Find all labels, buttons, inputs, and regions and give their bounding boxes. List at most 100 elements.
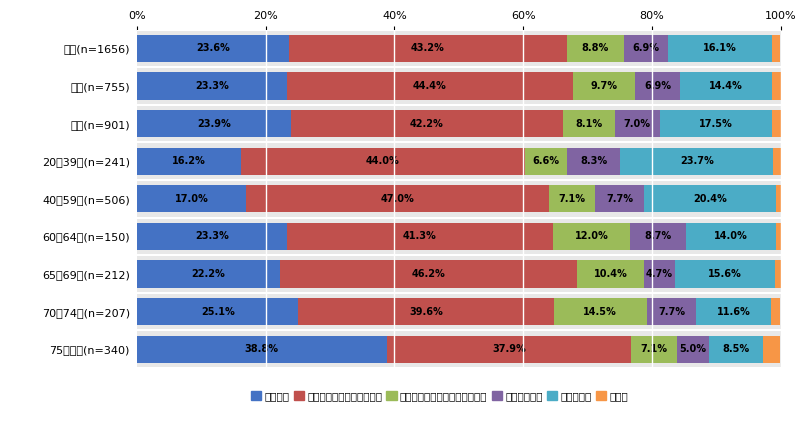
Bar xyxy=(567,35,624,62)
Text: 23.3%: 23.3% xyxy=(195,231,229,242)
Bar xyxy=(287,223,553,250)
Bar xyxy=(696,298,771,325)
Bar xyxy=(137,148,242,175)
Text: 22.2%: 22.2% xyxy=(192,269,225,279)
Bar xyxy=(676,336,708,363)
Bar xyxy=(675,261,775,288)
Bar xyxy=(773,72,781,99)
Text: 14.0%: 14.0% xyxy=(714,231,748,242)
Bar xyxy=(631,336,676,363)
Text: 8.3%: 8.3% xyxy=(580,156,607,166)
Text: 47.0%: 47.0% xyxy=(381,194,415,204)
Bar xyxy=(137,35,289,62)
Bar xyxy=(775,261,781,288)
Text: 17.5%: 17.5% xyxy=(700,118,733,129)
Bar xyxy=(668,35,772,62)
Bar xyxy=(287,72,573,99)
Bar xyxy=(525,148,567,175)
Bar xyxy=(615,110,660,137)
Text: 10.4%: 10.4% xyxy=(594,269,628,279)
Bar xyxy=(137,185,246,212)
Text: 20.4%: 20.4% xyxy=(693,194,727,204)
Text: 5.0%: 5.0% xyxy=(679,344,706,354)
Text: 43.2%: 43.2% xyxy=(411,44,445,53)
Bar xyxy=(246,185,549,212)
Text: 23.7%: 23.7% xyxy=(680,156,714,166)
Text: 12.0%: 12.0% xyxy=(575,231,609,242)
Text: 11.6%: 11.6% xyxy=(717,307,751,316)
Bar xyxy=(553,223,630,250)
Text: 8.8%: 8.8% xyxy=(582,44,609,53)
Text: 6.9%: 6.9% xyxy=(633,44,659,53)
Bar xyxy=(679,72,773,99)
Bar xyxy=(577,261,644,288)
Bar xyxy=(763,336,780,363)
Bar xyxy=(280,261,577,288)
Text: 44.0%: 44.0% xyxy=(366,156,400,166)
Text: 39.6%: 39.6% xyxy=(409,307,443,316)
Bar xyxy=(644,261,675,288)
Bar xyxy=(554,298,647,325)
Text: 15.6%: 15.6% xyxy=(708,269,741,279)
Text: 7.7%: 7.7% xyxy=(658,307,685,316)
Bar xyxy=(137,298,299,325)
Bar xyxy=(573,72,635,99)
Legend: そう思う, どちらかといえばそう思う, どちらかといえばそう思わない, そう思わない, わからない, 無回答: そう思う, どちらかといえばそう思う, どちらかといえばそう思わない, そう思わ… xyxy=(247,387,632,405)
Text: 6.6%: 6.6% xyxy=(532,156,559,166)
Bar xyxy=(137,223,287,250)
Text: 46.2%: 46.2% xyxy=(411,269,445,279)
Bar xyxy=(137,72,287,99)
Bar xyxy=(563,110,615,137)
Text: 23.3%: 23.3% xyxy=(195,81,229,91)
Bar xyxy=(137,110,291,137)
Bar xyxy=(595,185,644,212)
Bar xyxy=(776,223,781,250)
Text: 8.7%: 8.7% xyxy=(645,231,671,242)
Text: 38.8%: 38.8% xyxy=(245,344,279,354)
Text: 42.2%: 42.2% xyxy=(410,118,444,129)
Text: 7.7%: 7.7% xyxy=(606,194,633,204)
Bar xyxy=(647,298,696,325)
Bar xyxy=(630,223,686,250)
Bar xyxy=(137,261,280,288)
Bar xyxy=(686,223,776,250)
Bar xyxy=(773,110,781,137)
Text: 44.4%: 44.4% xyxy=(413,81,447,91)
Text: 7.1%: 7.1% xyxy=(640,344,667,354)
Bar xyxy=(567,148,621,175)
Bar xyxy=(773,148,781,175)
Bar xyxy=(644,185,776,212)
Text: 9.7%: 9.7% xyxy=(591,81,617,91)
Bar xyxy=(771,298,780,325)
Bar xyxy=(621,148,773,175)
Bar xyxy=(776,185,781,212)
Bar xyxy=(289,35,567,62)
Bar xyxy=(624,35,668,62)
Text: 14.4%: 14.4% xyxy=(709,81,743,91)
Text: 8.5%: 8.5% xyxy=(723,344,749,354)
Text: 7.0%: 7.0% xyxy=(624,118,650,129)
Text: 23.9%: 23.9% xyxy=(197,118,231,129)
Text: 41.3%: 41.3% xyxy=(403,231,437,242)
Bar xyxy=(635,72,679,99)
Bar xyxy=(549,185,595,212)
Bar xyxy=(772,35,780,62)
Bar xyxy=(660,110,773,137)
Bar xyxy=(708,336,763,363)
Text: 4.7%: 4.7% xyxy=(646,269,673,279)
Text: 23.6%: 23.6% xyxy=(196,44,229,53)
Text: 37.9%: 37.9% xyxy=(492,344,526,354)
Text: 6.9%: 6.9% xyxy=(644,81,671,91)
Text: 16.1%: 16.1% xyxy=(703,44,737,53)
Bar xyxy=(291,110,563,137)
Text: 16.2%: 16.2% xyxy=(172,156,206,166)
Text: 8.1%: 8.1% xyxy=(575,118,602,129)
Text: 14.5%: 14.5% xyxy=(584,307,617,316)
Text: 17.0%: 17.0% xyxy=(175,194,208,204)
Bar xyxy=(137,336,386,363)
Bar xyxy=(242,148,525,175)
Text: 7.1%: 7.1% xyxy=(559,194,585,204)
Text: 25.1%: 25.1% xyxy=(200,307,234,316)
Bar xyxy=(299,298,554,325)
Bar xyxy=(386,336,631,363)
